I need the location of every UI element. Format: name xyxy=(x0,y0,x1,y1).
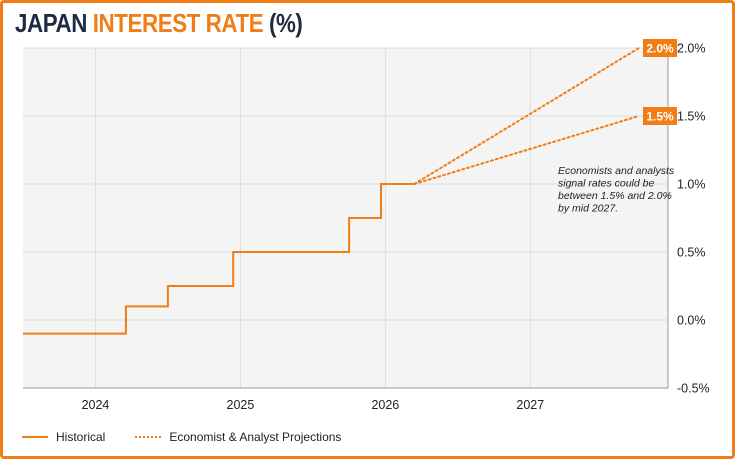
annotation-line: signal rates could be xyxy=(558,178,654,190)
end-label-text: 1.5% xyxy=(646,110,674,124)
y-tick-label: 0.0% xyxy=(677,314,706,328)
end-label-box xyxy=(643,39,678,57)
end-label-text: 2.0% xyxy=(646,42,674,56)
series-projection-line xyxy=(413,115,641,185)
x-tick-label: 2026 xyxy=(371,398,399,412)
annotation-line: between 1.5% and 2.0% xyxy=(558,190,672,202)
x-tick-label: 2024 xyxy=(82,398,110,412)
legend-swatch-dotted xyxy=(135,436,162,438)
legend-swatch-solid xyxy=(22,436,48,438)
title-part-country: JAPAN xyxy=(15,8,93,38)
y-tick-label: 0.5% xyxy=(677,246,706,260)
annotation-line: by mid 2027. xyxy=(558,203,618,215)
x-tick-label: 2027 xyxy=(516,398,544,412)
chart-title: JAPAN INTEREST RATE (%) xyxy=(15,8,303,39)
series-projection-line xyxy=(413,47,641,185)
title-part-unit: (%) xyxy=(268,8,303,38)
title-part-metric: INTEREST RATE xyxy=(92,8,269,38)
legend-item-projections: Economist & Analyst Projections xyxy=(135,430,341,444)
y-tick-label: 1.0% xyxy=(677,178,706,192)
plot-area xyxy=(23,48,668,388)
legend-label-historical: Historical xyxy=(56,430,106,444)
legend: Historical Economist & Analyst Projectio… xyxy=(22,430,371,444)
y-tick-label: 2.0% xyxy=(677,42,706,56)
legend-label-projections: Economist & Analyst Projections xyxy=(169,430,342,444)
annotation-line: Economists and analysts xyxy=(558,165,675,177)
x-tick-label: 2025 xyxy=(227,398,255,412)
end-label-box xyxy=(643,107,678,125)
y-tick-label: 1.5% xyxy=(677,110,706,124)
legend-item-historical: Historical xyxy=(22,430,105,444)
y-tick-label: -0.5% xyxy=(677,382,710,396)
series-historical-line xyxy=(23,183,415,335)
